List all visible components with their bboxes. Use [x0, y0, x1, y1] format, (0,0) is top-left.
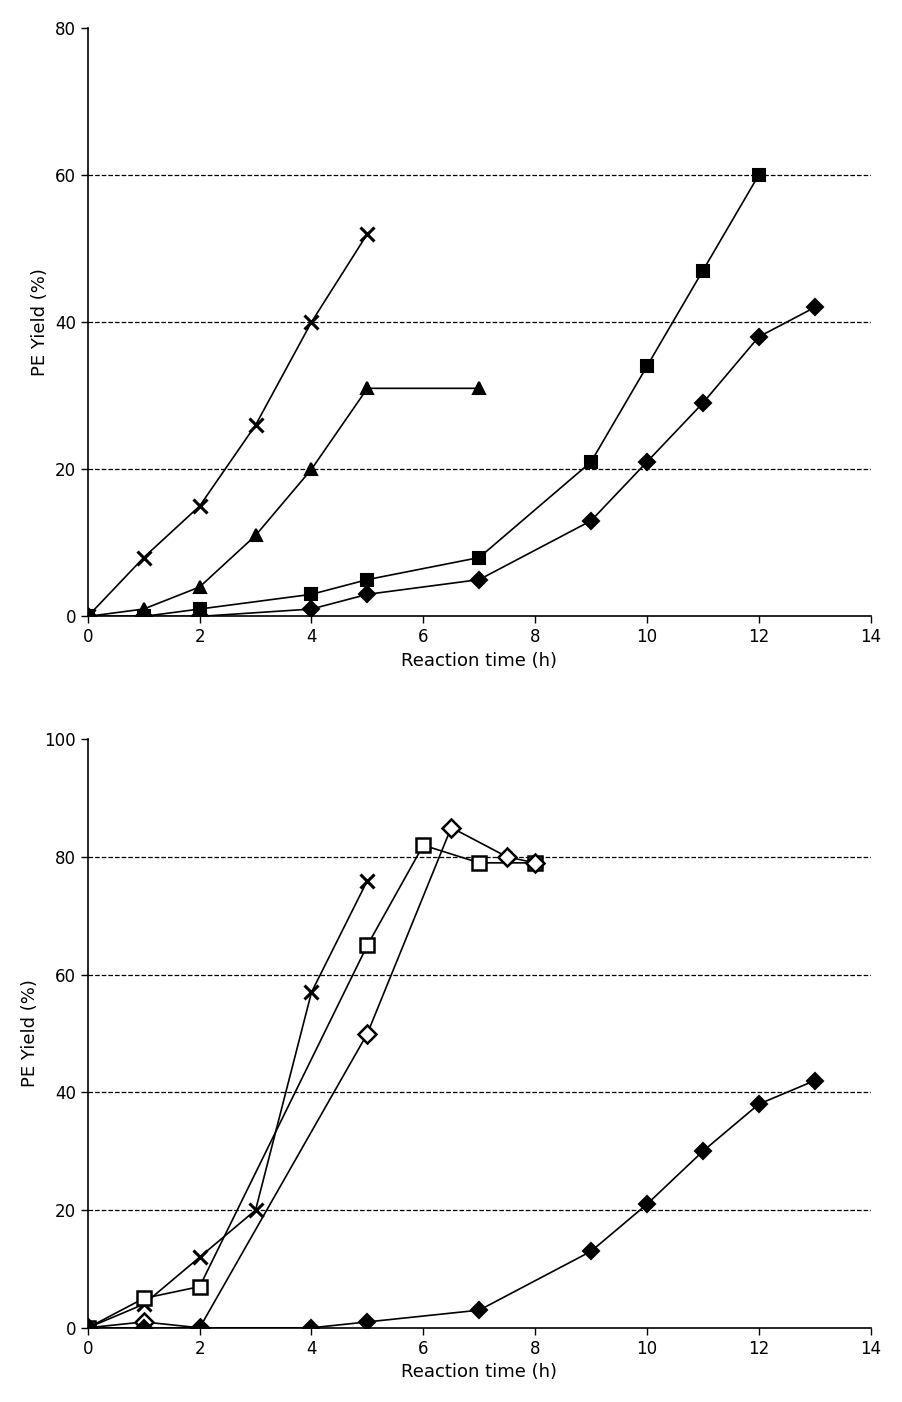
Y-axis label: PE Yield (%): PE Yield (%) [21, 980, 39, 1088]
X-axis label: Reaction time (h): Reaction time (h) [401, 1363, 557, 1381]
X-axis label: Reaction time (h): Reaction time (h) [401, 652, 557, 670]
Y-axis label: PE Yield (%): PE Yield (%) [32, 268, 50, 376]
